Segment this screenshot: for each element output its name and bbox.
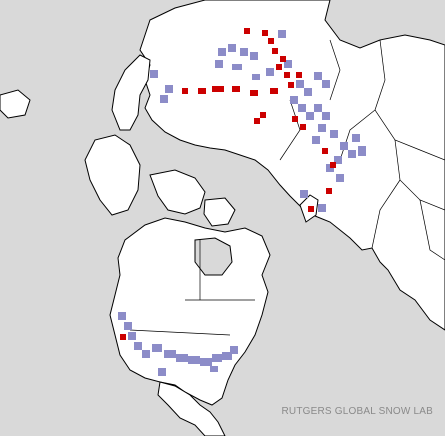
central-america (157, 381, 226, 436)
arctic-archipelago (149, 169, 206, 215)
eurasia-landmass (139, 0, 445, 331)
scandinavia (111, 54, 151, 131)
snow-loss-cells (120, 28, 336, 340)
credit-label: RUTGERS GLOBAL SNOW LAB (281, 406, 433, 417)
arctic-island (203, 197, 236, 227)
greenland (84, 134, 141, 216)
new-snow-cells (118, 30, 366, 376)
iceland (0, 89, 31, 119)
hudson-bay (194, 237, 233, 276)
